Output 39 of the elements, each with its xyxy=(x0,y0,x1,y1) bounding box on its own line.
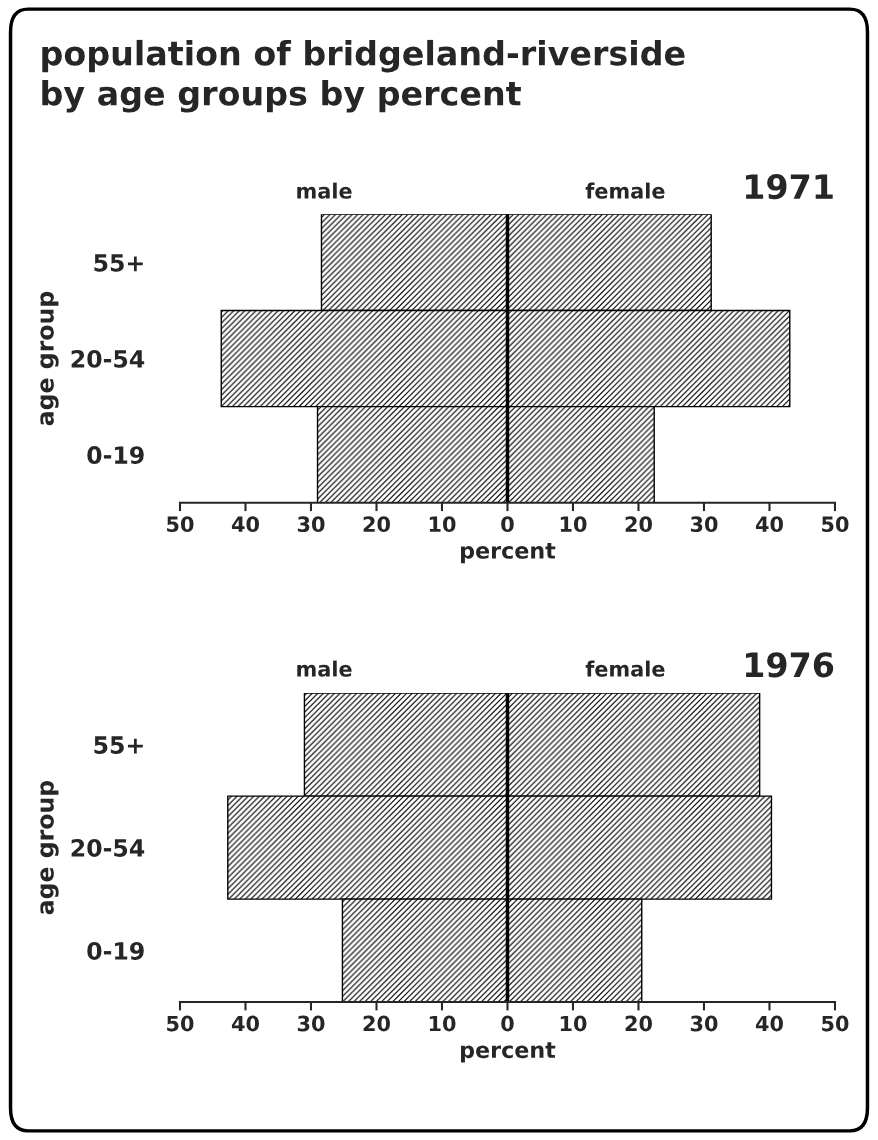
x-tick-label: 50 xyxy=(167,516,194,533)
y-axis-title: age group xyxy=(40,291,59,426)
x-tick-label: 30 xyxy=(690,516,718,533)
x-axis-title: percent xyxy=(461,1042,556,1063)
x-tick-label: 40 xyxy=(755,1015,783,1032)
x-tick-label: 20 xyxy=(363,1015,390,1032)
chart-title: population of bridgeland-riverside by age groups by percent xyxy=(42,39,685,113)
x-tick-label: 10 xyxy=(429,516,456,533)
x-tick-label: 0 xyxy=(501,1015,514,1032)
y-axis-title: age group xyxy=(40,780,59,915)
x-tick-label: 40 xyxy=(231,516,259,533)
x-tick-label: 50 xyxy=(822,516,849,533)
x-tick-label: 20 xyxy=(625,516,652,533)
x-tick-label: 40 xyxy=(755,516,783,533)
series-label: female xyxy=(585,182,665,199)
x-tick-label: 50 xyxy=(167,1015,194,1032)
y-tick-label: 0-19 xyxy=(87,446,144,464)
x-tick-label: 20 xyxy=(625,1015,652,1032)
x-axis-title: percent xyxy=(461,542,556,564)
series-label: male xyxy=(297,660,352,677)
text: 1971 xyxy=(745,174,833,200)
x-tick-label: 0 xyxy=(501,516,514,533)
text: 1976 xyxy=(745,652,834,678)
x-tick-label: 30 xyxy=(690,1015,718,1032)
series-label: female xyxy=(585,660,665,677)
x-tick-label: 30 xyxy=(297,1015,325,1032)
y-tick-label: 55+ xyxy=(94,736,143,754)
x-tick-label: 20 xyxy=(363,516,390,533)
y-tick-label: 20-54 xyxy=(71,349,145,368)
y-tick-label: 55+ xyxy=(94,254,143,272)
series-label: male xyxy=(297,182,352,199)
x-tick-label: 50 xyxy=(822,1015,849,1032)
x-tick-label: 40 xyxy=(231,1015,259,1032)
x-tick-label: 10 xyxy=(560,516,587,533)
x-tick-label: 30 xyxy=(297,516,325,533)
x-tick-label: 10 xyxy=(429,1015,456,1032)
y-tick-label: 0-19 xyxy=(87,942,144,960)
x-tick-label: 10 xyxy=(560,1015,587,1032)
y-tick-label: 20-54 xyxy=(71,839,145,857)
